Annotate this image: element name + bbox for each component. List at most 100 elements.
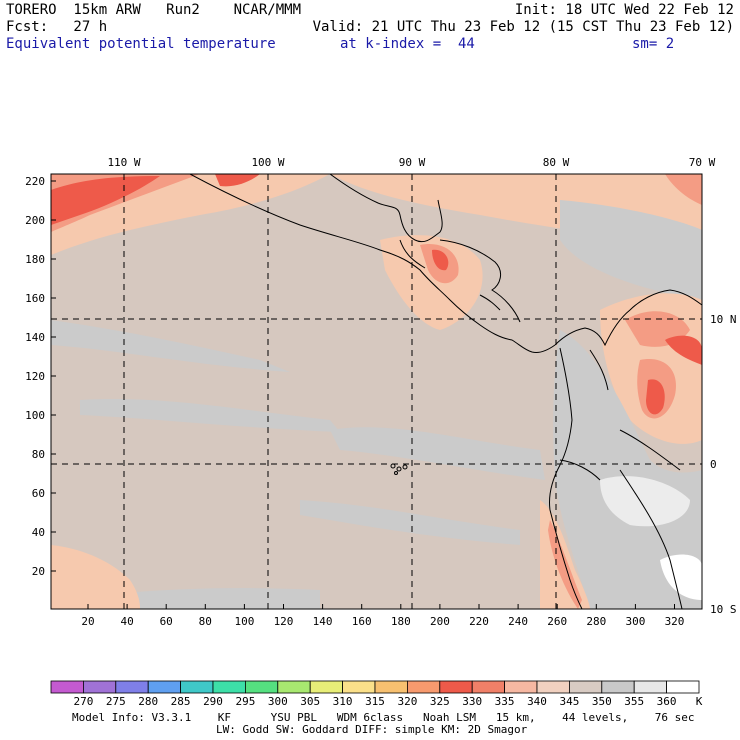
x-tick-label: 220 xyxy=(469,615,489,628)
map-frame xyxy=(50,173,703,610)
forecast-hour: Fcst: 27 h xyxy=(6,19,108,35)
colorbar-label: 305 xyxy=(300,695,320,708)
galapagos-island xyxy=(396,466,402,472)
inland-border xyxy=(619,469,683,609)
field-name: Equivalent potential temperature xyxy=(6,36,276,52)
colorbar-swatch xyxy=(471,680,506,694)
gray-streak xyxy=(80,399,340,432)
colorbar-swatch xyxy=(180,680,214,694)
colorbar-label: 345 xyxy=(559,695,579,708)
x-tick-label: 160 xyxy=(352,615,372,628)
nicaragua-border xyxy=(479,294,501,311)
x-tick-label: 180 xyxy=(391,615,411,628)
longitude-label: 100 W xyxy=(251,156,284,169)
colorbar-label: 330 xyxy=(462,695,482,708)
colorbar-label: 275 xyxy=(106,695,126,708)
galapagos-island xyxy=(394,471,398,475)
andes-red xyxy=(646,379,665,415)
colorbar-swatch xyxy=(569,680,603,694)
y-tick-label: 120 xyxy=(25,370,45,383)
colorbar-label: 290 xyxy=(203,695,223,708)
colorbar-swatch xyxy=(504,680,538,694)
colombia-border xyxy=(589,349,609,391)
x-tick-label: 260 xyxy=(547,615,567,628)
x-tick-label: 200 xyxy=(430,615,450,628)
caribbean-coast xyxy=(439,239,521,323)
colorbar-swatch xyxy=(601,680,635,694)
colorbar-label: 315 xyxy=(365,695,385,708)
land-white xyxy=(660,554,702,600)
warm-band-red xyxy=(51,176,160,225)
colorbar-label: 320 xyxy=(397,695,417,708)
sw-peach xyxy=(51,545,140,609)
latitude-label: 0 xyxy=(710,458,717,471)
longitude-labels: 110 W 100 W 90 W 80 W 70 W xyxy=(107,156,715,169)
x-tick-label: 320 xyxy=(665,615,685,628)
colorbar-labels: 270 275 280 285 290 295 300 305 310 315 320 325 330 3… xyxy=(73,695,676,708)
x-tick-label: 300 xyxy=(625,615,645,628)
colorbar-label: 270 xyxy=(73,695,93,708)
colorbar-swatch xyxy=(147,680,181,694)
smoothing-value: sm= 2 xyxy=(632,36,675,52)
peru-brazil-border xyxy=(619,429,681,471)
colorbar-swatch xyxy=(244,680,279,694)
level-index: at k-index = 44 xyxy=(340,36,475,52)
colorbar-swatch xyxy=(633,680,668,694)
valid-time: Valid: 21 UTC Thu 23 Feb 12 (15 CST Thu … xyxy=(312,19,734,35)
x-tick-label: 80 xyxy=(199,615,212,628)
ne-salmon xyxy=(665,174,702,205)
colombia-venezuela-coast xyxy=(554,289,702,347)
y-tick-label: 200 xyxy=(25,214,45,227)
longitude-label: 110 W xyxy=(107,156,140,169)
x-tick-label: 60 xyxy=(160,615,173,628)
colorbar-label: 350 xyxy=(592,695,612,708)
colorbar-label: 310 xyxy=(333,695,353,708)
model-run-title: TORERO 15km ARW Run2 NCAR/MMM xyxy=(6,2,302,18)
colorbar xyxy=(50,680,700,694)
y-tick-label: 220 xyxy=(25,175,45,188)
longitude-label: 90 W xyxy=(399,156,426,169)
colorbar-swatch xyxy=(277,680,311,694)
colorbar-swatch xyxy=(50,680,84,694)
colorbar-label: 355 xyxy=(624,695,644,708)
model-info-line1: Model Info: V3.3.1 KF YSU PBL WDM 6class… xyxy=(72,711,695,724)
colorbar-swatch xyxy=(536,680,570,694)
gray-streak xyxy=(51,320,290,372)
y-tick-label: 60 xyxy=(32,487,45,500)
colorbar-swatch xyxy=(406,680,441,694)
colorbar-label: 335 xyxy=(495,695,515,708)
colorbar-swatch xyxy=(342,680,376,694)
colorbar-unit: K xyxy=(696,695,703,708)
y-tick-label: 160 xyxy=(25,292,45,305)
colorbar-swatch xyxy=(666,680,700,694)
x-tick-label: 240 xyxy=(508,615,528,628)
x-tick-label: 120 xyxy=(274,615,294,628)
longitude-label: 70 W xyxy=(689,156,716,169)
init-time: Init: 18 UTC Wed 22 Feb 12 xyxy=(514,2,734,18)
x-tick-label: 40 xyxy=(120,615,133,628)
colorbar-label: 285 xyxy=(171,695,191,708)
pacific-coast-central-america xyxy=(189,174,556,353)
colorbar-swatch xyxy=(374,680,408,694)
gray-streak xyxy=(300,500,520,545)
theta-e-field xyxy=(51,174,702,609)
yucatan-coast xyxy=(329,174,443,243)
y-tick-label: 100 xyxy=(25,409,45,422)
colorbar-label: 280 xyxy=(138,695,158,708)
guatemala-border xyxy=(399,239,426,269)
y-tick-label: 40 xyxy=(32,526,45,539)
colorbar-label: 295 xyxy=(235,695,255,708)
latitude-label: 10 N xyxy=(710,313,737,326)
x-tick-label: 100 xyxy=(234,615,254,628)
x-axis-ticks: 20 40 60 80 100 120 140 160 180 200 220 240 260 280 30… xyxy=(81,604,684,628)
x-tick-label: 20 xyxy=(81,615,94,628)
colorbar-swatch xyxy=(83,680,117,694)
colorbar-label: 360 xyxy=(657,695,677,708)
y-tick-label: 140 xyxy=(25,331,45,344)
colorbar-swatch xyxy=(309,680,344,694)
model-info-line2: LW: Godd SW: Goddard DIFF: simple KM: 2D… xyxy=(216,723,528,736)
ecuador-peru-border xyxy=(559,459,601,481)
coastlines xyxy=(189,174,702,609)
latitude-label: 10 S xyxy=(710,603,737,616)
